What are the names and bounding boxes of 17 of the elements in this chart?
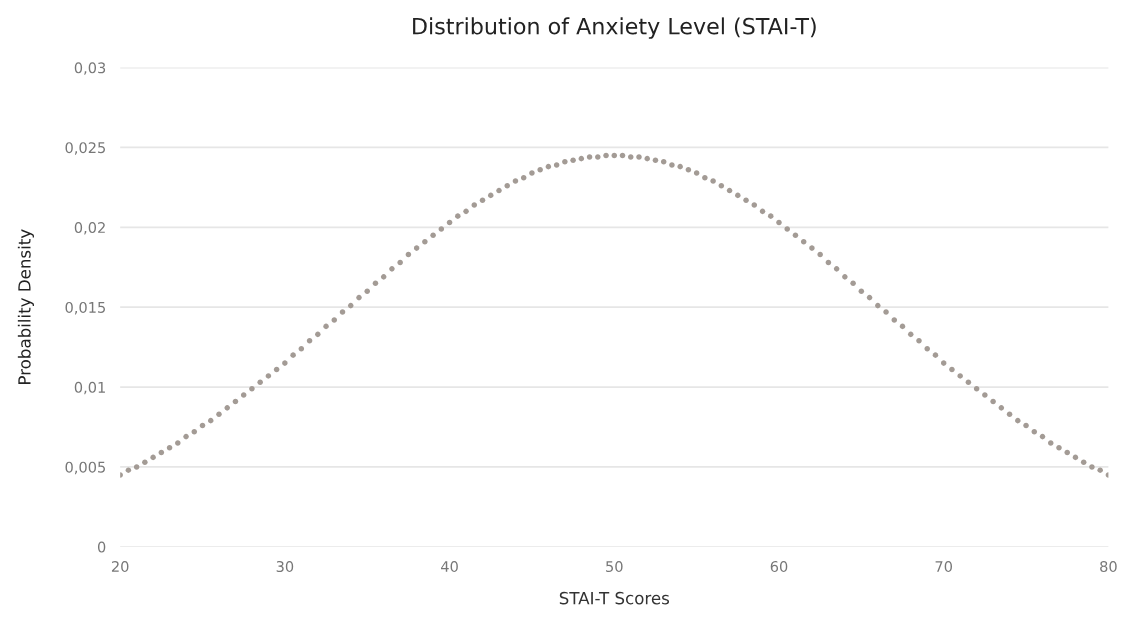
- y-tick-label: 0,02: [74, 222, 105, 235]
- x-tick-label: 80: [1100, 560, 1117, 573]
- x-tick-label: 20: [111, 560, 129, 573]
- y-tick-label: 0: [97, 541, 106, 553]
- x-tick-label: 70: [935, 560, 952, 573]
- y-axis-title: Probability Density: [17, 229, 34, 384]
- y-tick-label: 0,03: [74, 62, 106, 75]
- y-tick-label: 0,01: [74, 381, 105, 395]
- y-tick-label: 0,025: [65, 142, 105, 155]
- y-tick-label: 0,015: [65, 301, 105, 315]
- chart-title: Distribution of Anxiety Level (STAI-T): [413, 17, 816, 39]
- x-axis-title: STAI-T Scores: [559, 591, 670, 605]
- x-tick-label: 30: [276, 560, 294, 573]
- x-tick-label: 40: [441, 560, 458, 573]
- y-tick-label: 0,005: [65, 461, 105, 475]
- x-tick-label: 50: [606, 560, 623, 573]
- x-tick-label: 60: [770, 560, 788, 573]
